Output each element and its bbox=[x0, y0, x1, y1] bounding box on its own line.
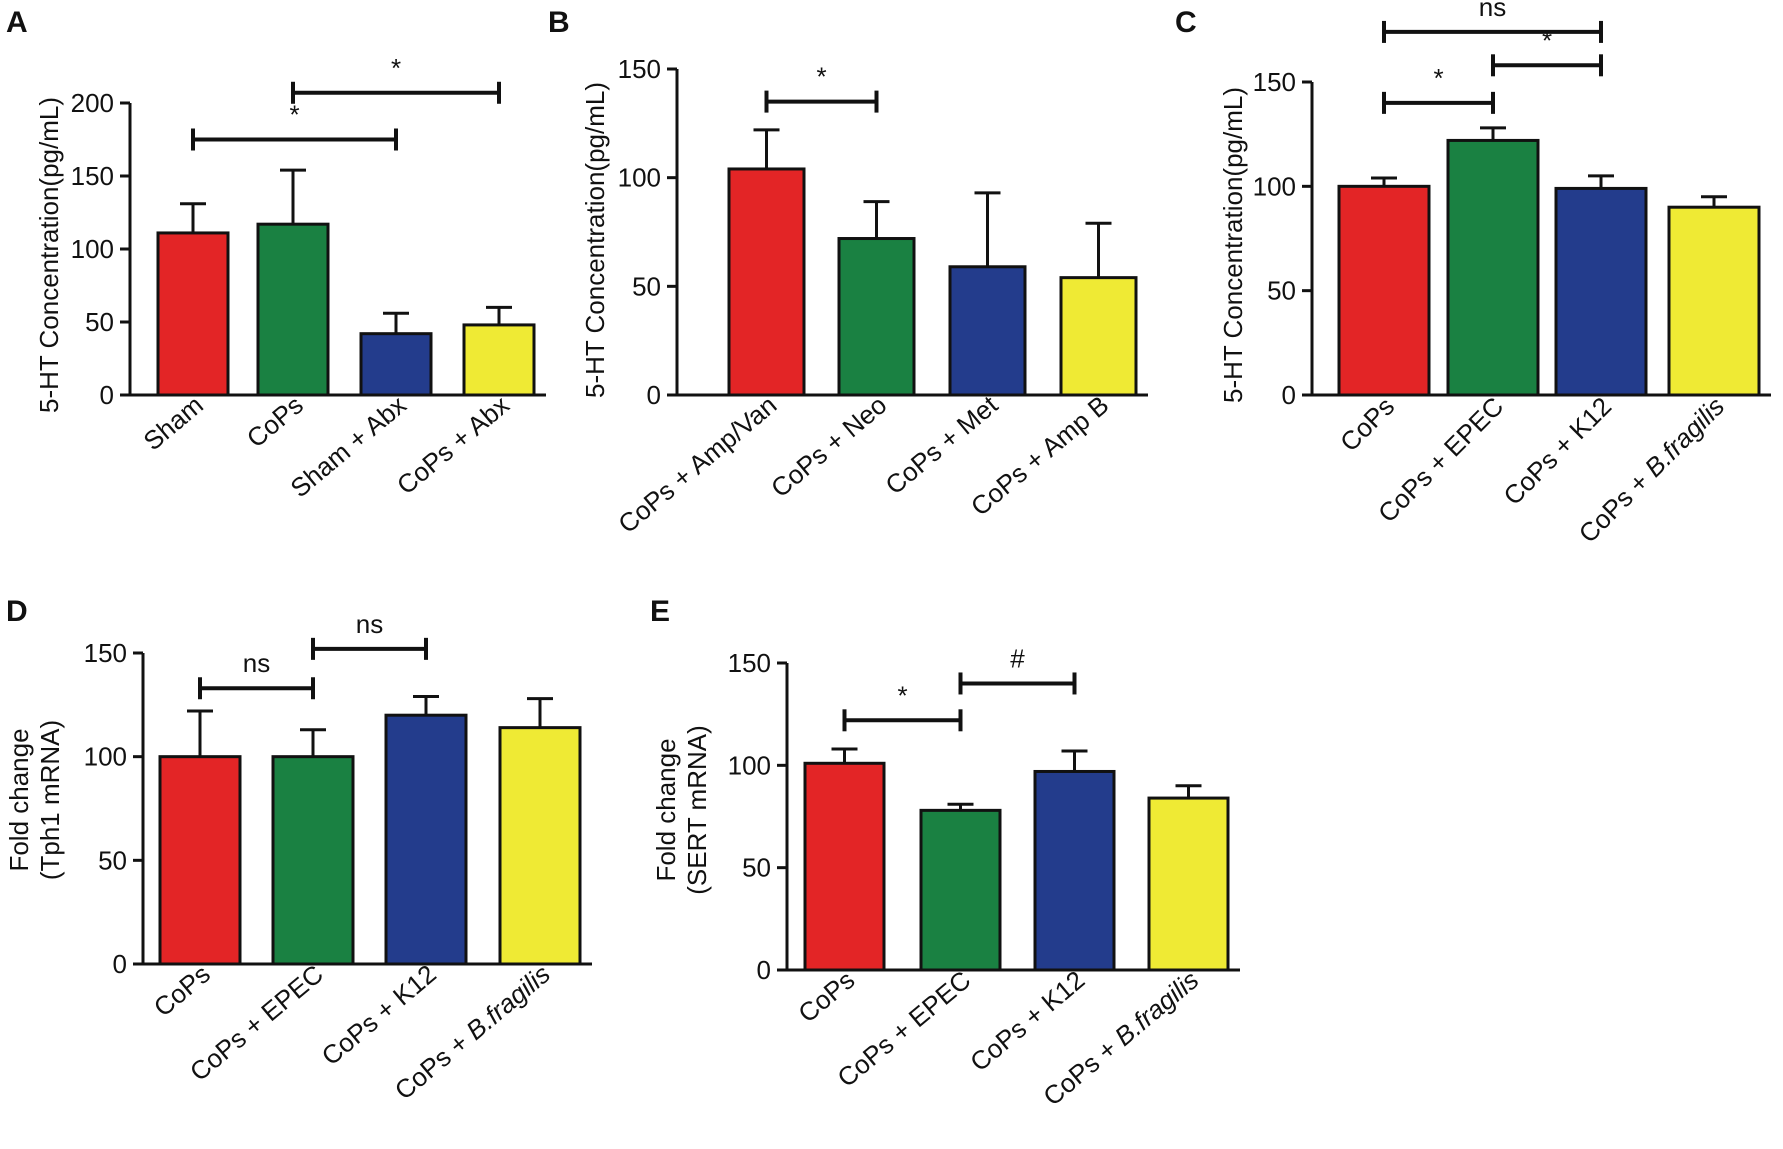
category-label-3: CoPs + K12 bbox=[1497, 391, 1617, 511]
y-axis-label-line2: (Tph1 mRNA) bbox=[35, 720, 65, 880]
panel-letter-d: D bbox=[6, 595, 28, 628]
category-label-1: CoPs bbox=[1334, 391, 1400, 457]
category-label-1: CoPs + Amp/Van bbox=[612, 390, 782, 539]
y-tick-label: 100 bbox=[618, 163, 661, 193]
y-axis-label: Fold change(SERT mRNA) bbox=[651, 725, 712, 895]
y-axis-label: Fold change(Tph1 mRNA) bbox=[4, 720, 65, 880]
panel-letter-b: B bbox=[548, 6, 570, 39]
category-label-text: CoPs + bbox=[1573, 462, 1660, 549]
panel-letter-e: E bbox=[650, 595, 670, 628]
bar-4 bbox=[462, 323, 536, 397]
y-tick-label: 50 bbox=[85, 307, 114, 337]
y-tick-label: 150 bbox=[71, 161, 114, 191]
panel-e: E 0 50 100 150 Fold change(SERT mRNA) CoPs CoPs… bbox=[650, 595, 1240, 1112]
category-label-italic: B.fragilis bbox=[1639, 391, 1731, 483]
category-label-1: CoPs bbox=[148, 959, 216, 1023]
y-tick-label: 0 bbox=[100, 380, 114, 410]
significance-label-3: ns bbox=[1479, 0, 1506, 22]
category-label-text: CoPs + bbox=[1037, 1029, 1128, 1112]
significance-label-1: * bbox=[816, 62, 826, 92]
category-label-2: CoPs + Neo bbox=[765, 390, 892, 504]
y-tick-label: 150 bbox=[84, 638, 127, 668]
y-axis-label: 5-HT Concentration(pg/mL) bbox=[580, 82, 610, 398]
y-tick-label: 50 bbox=[632, 271, 661, 301]
category-label-2: CoPs bbox=[241, 390, 309, 454]
bar-3 bbox=[384, 713, 468, 966]
y-tick-label: 100 bbox=[71, 234, 114, 264]
y-tick-label: 150 bbox=[728, 648, 771, 678]
y-tick-label: 150 bbox=[1253, 67, 1296, 97]
category-label-italic: B.fragilis bbox=[460, 959, 556, 1046]
y-tick-label: 100 bbox=[728, 750, 771, 780]
y-tick-label: 0 bbox=[647, 380, 661, 410]
y-axis-label-line1: Fold change bbox=[4, 728, 34, 871]
y-tick-label: 0 bbox=[113, 949, 127, 979]
bar-3 bbox=[359, 332, 433, 397]
bar-1 bbox=[156, 231, 230, 397]
y-tick-label: 100 bbox=[84, 742, 127, 772]
bar-1 bbox=[803, 761, 886, 972]
y-axis-label-line1: Fold change bbox=[651, 738, 681, 881]
y-axis-label: 5-HT Concentration(pg/mL) bbox=[1218, 87, 1248, 403]
bar-2 bbox=[919, 808, 1002, 972]
significance-label-2: * bbox=[1542, 25, 1552, 55]
y-axis-label-line2: (SERT mRNA) bbox=[682, 725, 712, 895]
y-tick-label: 50 bbox=[98, 845, 127, 875]
bar-3 bbox=[948, 265, 1027, 397]
category-label-1: CoPs bbox=[792, 965, 860, 1029]
y-tick-label: 150 bbox=[618, 54, 661, 84]
category-label-4: CoPs + Abx bbox=[391, 390, 515, 501]
panel-letter-c: C bbox=[1175, 6, 1197, 39]
y-tick-label: 50 bbox=[1267, 276, 1296, 306]
category-label-1: Sham bbox=[138, 390, 209, 457]
significance-label-1: * bbox=[897, 680, 907, 710]
y-tick-label: 100 bbox=[1253, 171, 1296, 201]
significance-label-1: * bbox=[289, 100, 299, 130]
bar-1 bbox=[727, 167, 806, 397]
significance-label-1: * bbox=[1433, 63, 1443, 93]
bar-3 bbox=[1033, 769, 1116, 972]
bar-2 bbox=[256, 222, 330, 397]
bar-4 bbox=[498, 726, 582, 966]
significance-label-2: # bbox=[1010, 643, 1025, 673]
category-label-italic: B.fragilis bbox=[1109, 965, 1205, 1052]
bar-4 bbox=[1667, 205, 1761, 397]
y-tick-label: 0 bbox=[757, 955, 771, 985]
bar-1 bbox=[1337, 184, 1431, 397]
significance-label-2: ns bbox=[356, 609, 383, 639]
y-tick-label: 200 bbox=[71, 88, 114, 118]
category-label-text: CoPs + bbox=[389, 1023, 480, 1106]
bar-4 bbox=[1059, 276, 1138, 397]
y-axis-label: 5-HT Concentration(pg/mL) bbox=[34, 97, 64, 413]
panel-d: D 0 50 100 150 Fold change(Tph1 mRNA) CoPs CoPs… bbox=[4, 595, 592, 1106]
bar-2 bbox=[1446, 138, 1540, 397]
bar-2 bbox=[837, 237, 916, 397]
y-tick-label: 50 bbox=[742, 853, 771, 883]
bar-3 bbox=[1554, 186, 1648, 397]
significance-label-2: * bbox=[391, 53, 401, 83]
panel-letter-a: A bbox=[6, 6, 28, 39]
bar-4 bbox=[1147, 796, 1230, 972]
bar-1 bbox=[158, 755, 242, 966]
bar-2 bbox=[271, 755, 355, 966]
y-tick-label: 0 bbox=[1282, 380, 1296, 410]
significance-label-1: ns bbox=[243, 648, 270, 678]
